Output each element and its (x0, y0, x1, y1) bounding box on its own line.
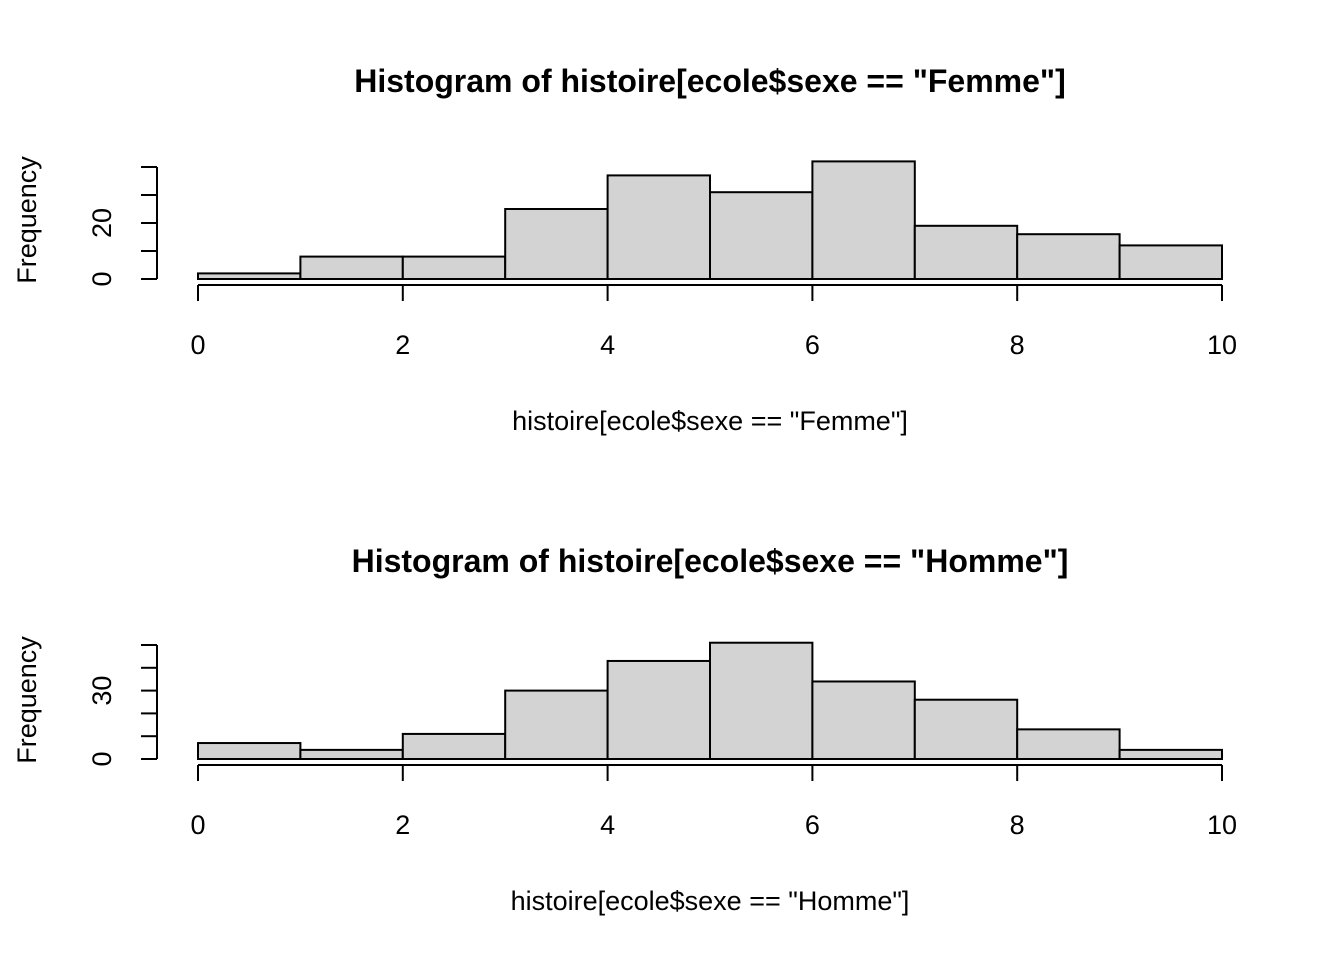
bar-group (197, 160, 1223, 281)
histogram-bar (504, 689, 609, 760)
histogram-bar (1016, 233, 1121, 280)
histogram-bar (811, 160, 916, 280)
histogram-bar (504, 208, 609, 280)
histogram-bar (606, 174, 711, 280)
y-axis-label: Frequency (12, 636, 42, 764)
y-axis-label: Frequency (12, 156, 42, 284)
histogram-bar (1118, 244, 1223, 280)
y-tick-label: 20 (87, 208, 117, 238)
y-tick-label: 0 (87, 271, 117, 286)
x-axis-label: histoire[ecole$sexe == "Homme"] (511, 886, 910, 916)
x-tick-label: 4 (600, 330, 615, 360)
y-tick-label: 30 (87, 676, 117, 706)
histogram-bar (299, 748, 404, 761)
x-tick-label: 4 (600, 810, 615, 840)
x-tick-label: 10 (1207, 330, 1237, 360)
chart-title: Histogram of histoire[ecole$sexe == "Hom… (352, 543, 1069, 579)
x-tick-label: 6 (805, 810, 820, 840)
x-tick-label: 6 (805, 330, 820, 360)
bar-group (197, 641, 1223, 761)
x-tick-label: 8 (1010, 810, 1025, 840)
x-tick-label: 8 (1010, 330, 1025, 360)
histogram-bar (197, 742, 302, 760)
histogram-bar (401, 732, 507, 760)
histogram-bar (811, 680, 916, 760)
y-axis: 0 30 (87, 644, 158, 767)
histogram-bar (709, 191, 814, 280)
histogram-bar (1118, 748, 1223, 761)
histogram-bar (197, 272, 302, 280)
y-tick-label: 0 (87, 751, 117, 766)
histogram-bar (401, 255, 507, 281)
x-axis: 0 2 4 6 8 10 (190, 764, 1237, 840)
histogram-bar (606, 659, 711, 761)
y-axis: 0 20 (87, 166, 158, 287)
x-tick-label: 2 (395, 330, 410, 360)
histogram-bar (299, 255, 404, 281)
x-tick-label: 2 (395, 810, 410, 840)
histogram-homme: Histogram of histoire[ecole$sexe == "Hom… (12, 543, 1237, 916)
histogram-femme: Histogram of histoire[ecole$sexe == "Fem… (12, 63, 1237, 436)
chart-title: Histogram of histoire[ecole$sexe == "Fem… (354, 63, 1065, 99)
x-tick-label: 10 (1207, 810, 1237, 840)
histogram-bar (913, 224, 1019, 281)
x-tick-label: 0 (190, 330, 205, 360)
x-tick-label: 0 (190, 810, 205, 840)
x-axis-label: histoire[ecole$sexe == "Femme"] (512, 406, 908, 436)
histogram-bar (913, 698, 1019, 760)
x-axis: 0 2 4 6 8 10 (190, 284, 1237, 360)
histogram-bar (1016, 728, 1121, 760)
histogram-bar (709, 641, 814, 760)
